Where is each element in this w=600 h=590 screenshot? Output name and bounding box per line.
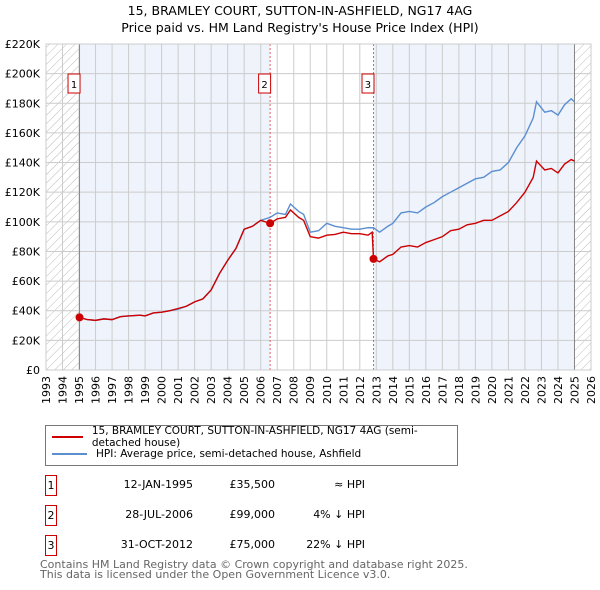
legend: 15, BRAMLEY COURT, SUTTON-IN-ASHFIELD, N… [45,425,458,466]
x-tick-label: 1994 [57,376,70,404]
legend-item-hpi: HPI: Average price, semi-detached house,… [46,446,361,462]
x-tick-label: 2000 [156,376,169,404]
footer-line1: Contains HM Land Registry data © Crown c… [40,558,468,571]
x-tick-label: 1995 [73,376,86,404]
sale-badge [67,73,81,94]
x-tick-label: 2007 [271,376,284,404]
x-tick-label: 2026 [585,376,598,404]
sale-marker [266,219,275,228]
x-tick-label: 1997 [106,376,119,404]
transaction-date: 31-OCT-2012 [120,538,193,551]
transaction-badge: 2 [45,505,57,526]
x-tick-label: 2009 [304,376,317,404]
footer: Contains HM Land Registry data © Crown c… [40,558,468,581]
transaction-price: £35,500 [229,478,276,491]
shaded-region [373,44,575,370]
sale-badge-label: 1 [71,80,77,91]
transaction-price: £75,000 [229,538,276,551]
sale-marker [369,254,378,263]
legend-label: HPI: Average price, semi-detached house,… [96,448,362,460]
y-tick-label: £200K [5,68,41,81]
sale-badge-label: 3 [365,80,371,91]
y-tick-label: £220K [5,38,41,51]
x-tick-label: 2022 [519,376,532,404]
x-tick-label: 2015 [403,376,416,404]
y-tick-label: £140K [5,157,41,170]
legend-label: 15, BRAMLEY COURT, SUTTON-IN-ASHFIELD, N… [91,425,418,449]
transaction-badge: 3 [45,535,57,556]
x-tick-label: 2011 [337,376,350,404]
x-tick-label: 1998 [123,376,136,404]
x-tick-label: 2010 [321,376,334,404]
transaction-price: £99,000 [229,508,276,521]
x-tick-label: 2017 [436,376,449,404]
transaction-hpi: 4% ↓ HPI [313,508,365,521]
sale-marker [75,313,84,322]
y-tick-label: £0 [26,364,40,377]
transaction-row: 2 28-JUL-2006 £99,000 4% ↓ HPI [45,505,600,526]
footer-line2: This data is licensed under the Open Gov… [40,568,391,581]
transaction-badge: 1 [45,475,57,496]
x-tick-label: 2003 [205,376,218,404]
x-tick-label: 2005 [238,376,251,404]
x-tick-label: 2023 [535,376,548,404]
y-tick-label: £100K [5,216,41,229]
property-price-line [79,158,575,322]
y-tick-label: £120K [5,186,41,199]
chart-subtitle: Price paid vs. HM Land Registry's House … [121,20,479,35]
x-tick-label: 2001 [172,376,185,404]
x-tick-label: 2016 [420,376,433,404]
x-tick-label: 2008 [288,376,301,404]
chart-title: 15, BRAMLEY COURT, SUTTON-IN-ASHFIELD, N… [127,3,473,18]
transaction-row: 3 31-OCT-2012 £75,000 22% ↓ HPI [45,535,600,556]
x-tick-label: 1996 [90,376,103,404]
price-chart: 1993 1994 1995 1996 1997 1998 1999 2000 2001 2002… [5,38,598,404]
x-tick-label: 2013 [370,376,383,404]
x-tick-label: 2024 [552,376,565,404]
x-tick-label: 2018 [453,376,466,404]
y-tick-label: £180K [5,97,41,110]
transaction-date: 12-JAN-1995 [123,478,193,491]
y-tick-label: £80K [12,245,41,258]
sale-badge [258,73,272,94]
x-tick-label: 1993 [40,376,53,404]
x-tick-label: 1999 [139,376,152,404]
x-tick-label: 2014 [387,376,400,404]
x-tick-label: 2020 [486,376,499,404]
sale-badge [361,73,375,94]
x-tick-label: 2006 [255,376,268,404]
transaction-row: 1 12-JAN-1995 £35,500 ≈ HPI [45,475,600,496]
legend-item-property: 15, BRAMLEY COURT, SUTTON-IN-ASHFIELD, N… [46,425,457,449]
x-tick-label: 2002 [189,376,202,404]
x-tick-label: 2025 [568,376,581,404]
hatched-region [574,44,591,370]
shaded-region [79,44,271,370]
x-tick-label: 2019 [469,376,482,404]
y-tick-label: £20K [12,334,41,347]
x-tick-label: 2021 [502,376,515,404]
plot-border [45,43,592,371]
x-tick-label: 2004 [222,376,235,404]
transaction-date: 28-JUL-2006 [125,508,193,521]
x-tick-label: 2012 [354,376,367,404]
y-tick-label: £60K [12,275,41,288]
y-tick-label: £40K [12,305,41,318]
sale-badge-label: 2 [261,80,267,91]
y-tick-label: £160K [5,127,41,140]
transaction-hpi: ≈ HPI [334,478,365,491]
transaction-hpi: 22% ↓ HPI [306,538,365,551]
